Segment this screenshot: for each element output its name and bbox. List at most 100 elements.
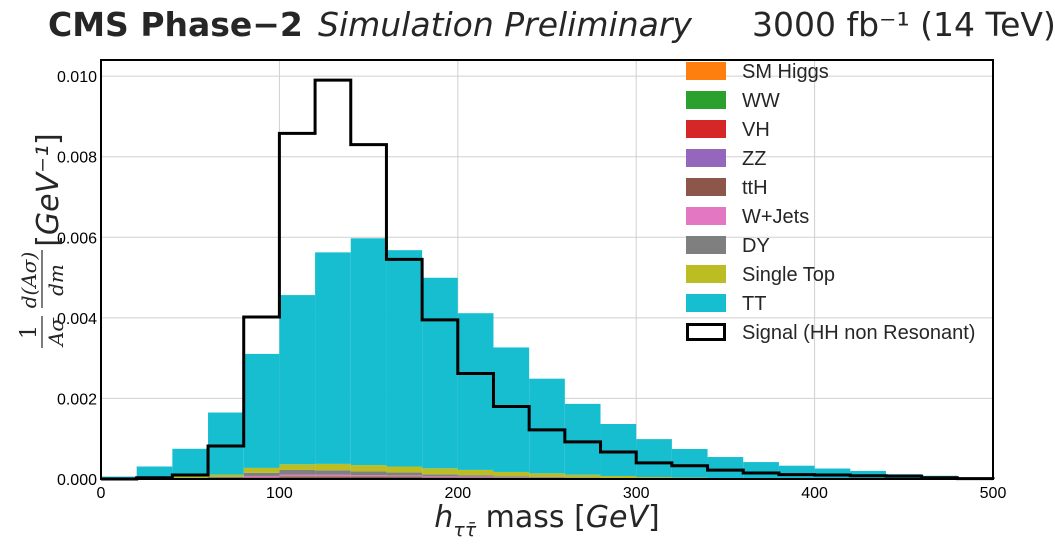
bar-dy [493, 476, 530, 478]
bar-dy [386, 472, 423, 476]
bar-tt [422, 277, 458, 469]
y-tick-label: 0.000 [57, 472, 97, 489]
y-axis-label-den2: dm [44, 264, 68, 296]
y-axis-label: 1 Ασd(Ασ) dm [GeV⁻¹] [17, 133, 68, 348]
bar-tt [172, 448, 209, 477]
bar-w-jets [315, 474, 351, 477]
bar-tt [529, 378, 565, 474]
legend-swatch [686, 207, 726, 225]
bar-tt [315, 252, 351, 464]
bar-vh [279, 476, 316, 478]
bar-single-top [457, 469, 494, 476]
y-tick-label: 0.008 [57, 150, 97, 167]
bar-single-top [493, 471, 530, 477]
bar-tt [350, 238, 387, 466]
status-label: Simulation Preliminary [318, 5, 692, 44]
signal-step-line [101, 78, 995, 481]
bar-tth [279, 476, 316, 477]
legend-swatch [686, 294, 726, 312]
bar-single-top [243, 467, 280, 473]
unit-part: ⁻¹ [31, 145, 66, 173]
x-tick-label: 500 [980, 485, 1007, 502]
bar-single-top [529, 473, 565, 477]
legend-swatch [686, 62, 726, 80]
legend: SM Higgs WW VH ZZ ttH W+Jets DY Single Top TT Sig… [686, 61, 975, 344]
legend-label: W+Jets [742, 206, 809, 228]
bar-tth [350, 476, 387, 477]
bar-tt [636, 439, 672, 477]
x-axis-label-part: GeV [586, 500, 651, 535]
bar-w-jets [386, 475, 423, 477]
bar-tt [457, 313, 494, 470]
bar-tt [778, 465, 815, 479]
bar-vh [315, 476, 351, 478]
bar-w-jets [493, 477, 530, 479]
bar-dy [350, 471, 387, 476]
x-axis-label: hττ̄ mass [GeV] [434, 500, 660, 540]
bar-single-top [600, 475, 637, 478]
y-tick-label: 0.010 [57, 69, 97, 86]
x-axis-label-part: h [434, 500, 453, 535]
legend-label: TT [742, 293, 766, 315]
bar-single-top [172, 476, 209, 479]
bar-w-jets [422, 476, 458, 478]
legend-label: Signal (HH non Resonant) [742, 322, 975, 344]
axes: 0 100 200 300 400 500 0.000 0.002 0.004 0.006 0.00… [57, 59, 1007, 502]
lumi-energy-label: 3000 fb⁻¹ (14 TeV) [752, 5, 1055, 44]
bar-single-top [208, 474, 244, 477]
legend-swatch [686, 323, 726, 341]
bar-tth [457, 477, 494, 479]
x-tick-label: 0 [97, 485, 106, 502]
legend-label: SM Higgs [742, 61, 829, 83]
legend-label: ttH [742, 177, 768, 199]
y-tick-label: 0.004 [57, 311, 97, 328]
x-tick-label: 100 [266, 485, 293, 502]
bar-single-top [564, 474, 601, 478]
x-tick-label: 200 [444, 485, 471, 502]
bar-tt [493, 347, 530, 472]
plot-frame [100, 59, 994, 480]
legend-swatch [686, 236, 726, 254]
x-axis-label-part: ] [648, 500, 660, 535]
y-axis-label-num: 1 [17, 325, 42, 339]
y-axis-label-unit: [GeV⁻¹] [31, 133, 66, 247]
bar-tth [386, 476, 423, 478]
bar-dy [208, 476, 244, 479]
bar-tt [243, 353, 280, 468]
bar-ww [386, 477, 423, 479]
bar-dy [243, 472, 280, 476]
x-tick-label: 400 [801, 485, 828, 502]
x-tick-label: 300 [623, 485, 650, 502]
bar-tt [600, 424, 637, 476]
bar-single-top [636, 476, 672, 479]
legend-label: ZZ [742, 148, 766, 170]
bar-tth [243, 477, 280, 478]
unit-part: GeV [31, 170, 66, 235]
legend-swatch [686, 265, 726, 283]
axis-labels: hττ̄ mass [GeV]1 Ασd(Ασ) dm[GeV⁻¹] [17, 133, 660, 541]
bar-dy [315, 470, 351, 475]
bar-single-top [315, 463, 351, 471]
legend-swatch [686, 149, 726, 167]
bar-tt [279, 295, 316, 465]
y-axis-label-num2: d(Ασ) [17, 252, 41, 309]
bar-single-top [350, 465, 387, 472]
bar-dy [457, 475, 494, 477]
bar-tth [315, 476, 351, 477]
y-tick-label: 0.006 [57, 230, 97, 247]
bar-single-top [279, 464, 316, 470]
x-axis-label-part: mass [ [476, 500, 586, 535]
bar-w-jets [279, 474, 316, 477]
bar-tt [136, 466, 173, 479]
bar-tt [707, 457, 744, 478]
legend-swatch [686, 178, 726, 196]
x-axis-label-part: ττ̄ [453, 519, 476, 540]
bar-w-jets [350, 475, 387, 477]
bar-single-top [386, 466, 423, 473]
unit-part: [ [31, 235, 66, 247]
bar-tt [208, 412, 244, 475]
bar-dy [422, 474, 458, 477]
y-axis-label-den: Ασ [44, 317, 68, 348]
